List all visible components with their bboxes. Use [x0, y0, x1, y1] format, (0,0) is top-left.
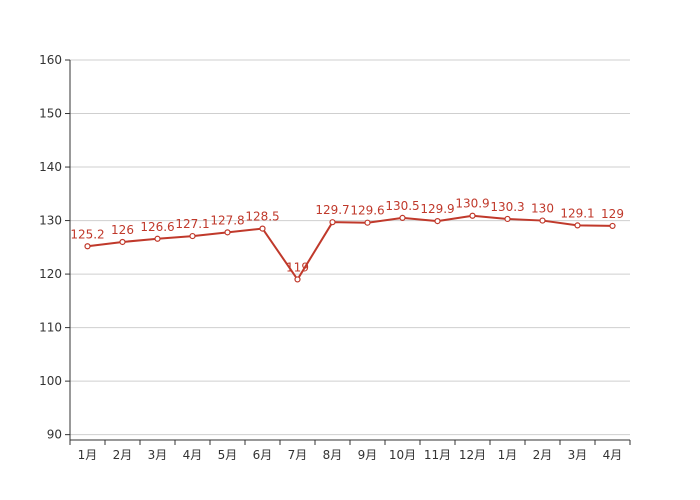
data-label: 130.9 [455, 197, 489, 211]
data-label: 126.6 [140, 220, 174, 234]
axes [69, 60, 630, 441]
data-point [469, 212, 476, 219]
y-tick-label: 130 [39, 214, 62, 228]
data-point [399, 214, 406, 221]
x-tick-label: 10月 [389, 448, 416, 462]
data-point [364, 219, 371, 226]
y-tick-label: 100 [39, 374, 62, 388]
x-tick-label: 2月 [533, 448, 553, 462]
x-tick-label: 5月 [218, 448, 238, 462]
data-label: 129.1 [560, 206, 594, 220]
data-label: 130.5 [385, 199, 419, 213]
y-tick-label: 90 [47, 428, 62, 442]
data-label: 129.7 [315, 203, 349, 217]
data-label: 130 [531, 202, 554, 216]
data-label: 129.6 [350, 204, 384, 218]
data-point [189, 232, 196, 240]
data-label: 130.3 [490, 200, 524, 214]
x-tick-label: 12月 [459, 448, 486, 462]
data-point [224, 229, 231, 236]
data-point [574, 222, 581, 229]
series-line [87, 214, 613, 281]
grid-lines [70, 59, 630, 436]
x-tick-label: 1月 [498, 448, 518, 462]
data-point [259, 225, 266, 232]
data-label: 128.5 [245, 210, 279, 224]
data-label: 127.8 [210, 213, 244, 227]
data-label: 127.1 [175, 217, 209, 231]
series-layer [84, 212, 616, 283]
y-tick-label: 120 [39, 267, 62, 281]
data-label: 119 [286, 260, 309, 274]
data-label: 126 [111, 223, 134, 237]
y-tick-label: 150 [39, 107, 62, 121]
data-point [329, 219, 336, 226]
x-tick-label: 7月 [288, 448, 308, 462]
y-tick-label: 110 [39, 321, 62, 335]
y-tick-labels: 90 100 110 120 130 140 150 160 [39, 53, 70, 442]
x-tick-label: 4月 [183, 448, 203, 462]
data-point [504, 215, 511, 223]
data-label: 129.9 [420, 202, 454, 216]
x-tick-label: 1月 [78, 448, 98, 462]
y-tick-label: 160 [39, 53, 62, 67]
x-tick-label: 2月 [113, 448, 133, 462]
data-point [294, 276, 301, 283]
x-tick-label: 3月 [148, 448, 168, 462]
x-tick-label: 8月 [323, 448, 343, 462]
data-label: 129 [601, 207, 624, 221]
y-tick-label: 140 [39, 160, 62, 174]
x-tick-label: 11月 [424, 448, 451, 462]
data-point [154, 235, 161, 242]
x-tick-labels: 1月 2月 3月 4月 5月 6月 7月 8月 9月 10月 11月 12月 1月 2月 3月 4月 [69, 440, 631, 462]
x-tick-label: 9月 [358, 448, 378, 462]
data-point [539, 217, 546, 224]
x-tick-label: 6月 [253, 448, 273, 462]
data-point [119, 238, 126, 246]
x-tick-label: 4月 [603, 448, 623, 462]
data-point [434, 217, 441, 225]
data-point [84, 243, 91, 250]
data-label: 125.2 [70, 227, 104, 241]
x-tick-label: 3月 [568, 448, 588, 462]
data-point [609, 222, 616, 230]
